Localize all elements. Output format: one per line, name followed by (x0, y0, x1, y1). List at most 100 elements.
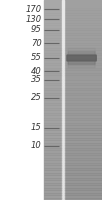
Bar (44, 185, 62, 188)
Bar (44, 175, 62, 178)
Bar (44, 70, 62, 73)
Text: 15: 15 (31, 123, 42, 132)
Bar (44, 108, 62, 110)
Bar (44, 178, 62, 180)
Bar (64, 172, 102, 175)
Bar (64, 0, 102, 2)
Bar (64, 10, 102, 12)
Bar (64, 12, 102, 15)
Bar (44, 158, 62, 160)
Bar (44, 55, 62, 58)
FancyBboxPatch shape (68, 59, 95, 64)
Bar (64, 22, 102, 25)
Bar (64, 25, 102, 27)
Bar (44, 135, 62, 138)
Bar (64, 27, 102, 30)
Bar (64, 18, 102, 20)
Bar (44, 47, 62, 50)
Bar (44, 30, 62, 32)
Bar (64, 115, 102, 117)
Bar (64, 92, 102, 95)
Text: 35: 35 (31, 75, 42, 84)
Bar (64, 165, 102, 168)
Bar (64, 130, 102, 132)
Bar (44, 168, 62, 170)
Bar (44, 132, 62, 135)
Bar (64, 58, 102, 60)
FancyBboxPatch shape (68, 62, 95, 68)
Bar (64, 142, 102, 145)
Bar (64, 7, 102, 10)
Bar (64, 43, 102, 45)
Bar (64, 120, 102, 122)
Bar (64, 135, 102, 138)
Bar (64, 158, 102, 160)
Bar (64, 5, 102, 7)
Bar (44, 38, 62, 40)
Bar (44, 188, 62, 190)
Bar (64, 30, 102, 32)
Bar (64, 60, 102, 62)
Bar (64, 150, 102, 152)
Bar (44, 22, 62, 25)
Bar (44, 160, 62, 162)
Bar (44, 12, 62, 15)
Bar (64, 75, 102, 77)
Bar (44, 78, 62, 80)
Bar (44, 65, 62, 68)
Bar (44, 138, 62, 140)
Bar (44, 60, 62, 62)
Bar (44, 58, 62, 60)
Bar (64, 47, 102, 50)
Bar (44, 105, 62, 108)
Bar (44, 98, 62, 100)
Bar (44, 50, 62, 52)
Bar (64, 50, 102, 52)
Bar (64, 83, 102, 85)
Bar (44, 2, 62, 5)
Bar (64, 95, 102, 98)
Bar (64, 128, 102, 130)
Bar (64, 122, 102, 125)
Bar (64, 175, 102, 178)
Bar (64, 0, 102, 200)
Bar (64, 32, 102, 35)
Bar (64, 198, 102, 200)
Bar (44, 18, 62, 20)
Text: 55: 55 (31, 53, 42, 62)
Bar (44, 75, 62, 77)
Bar (64, 52, 102, 55)
Bar (44, 145, 62, 148)
Bar (44, 83, 62, 85)
Bar (64, 188, 102, 190)
Bar (44, 162, 62, 165)
Bar (44, 182, 62, 185)
Bar (64, 132, 102, 135)
Bar (44, 73, 62, 75)
Bar (44, 0, 62, 200)
Bar (64, 180, 102, 182)
Text: 25: 25 (31, 94, 42, 102)
FancyBboxPatch shape (67, 55, 96, 61)
Bar (64, 15, 102, 18)
Bar (44, 43, 62, 45)
Bar (64, 170, 102, 172)
Bar (64, 100, 102, 102)
Bar (64, 112, 102, 115)
Text: 130: 130 (26, 15, 42, 23)
Bar (64, 152, 102, 155)
Bar (64, 117, 102, 120)
Bar (64, 140, 102, 142)
Bar (64, 145, 102, 148)
Bar (44, 62, 62, 65)
Bar (64, 80, 102, 82)
Bar (64, 45, 102, 47)
Bar (44, 20, 62, 22)
Bar (44, 80, 62, 82)
Bar (64, 40, 102, 43)
Bar (44, 122, 62, 125)
Bar (44, 32, 62, 35)
Bar (44, 25, 62, 27)
Bar (64, 20, 102, 22)
Bar (44, 90, 62, 92)
